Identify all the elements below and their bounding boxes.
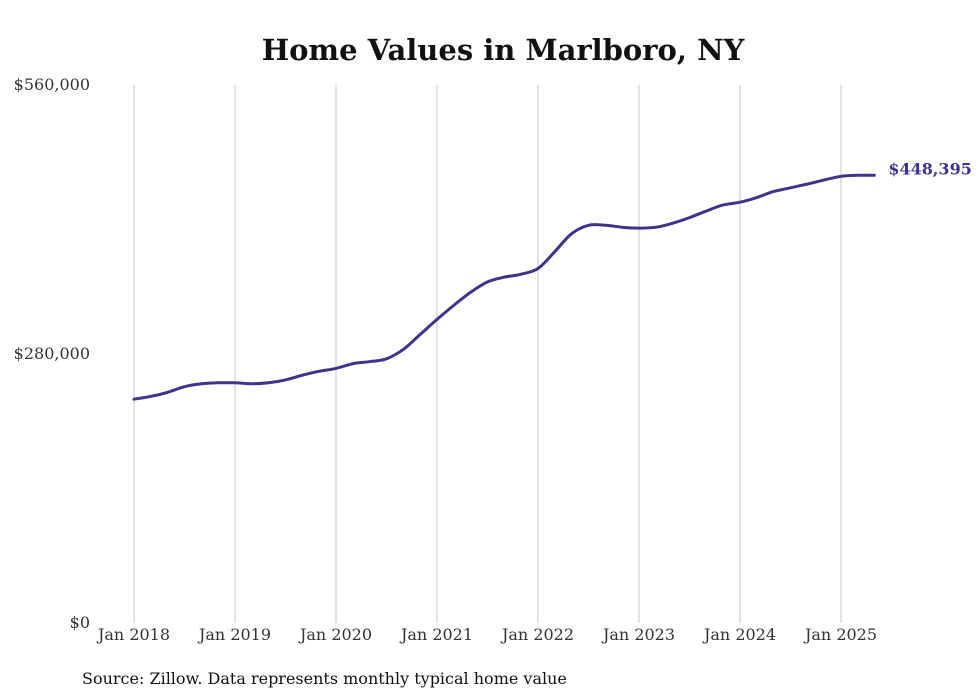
y-tick-label-1: $280,000	[14, 344, 90, 363]
source-note: Source: Zillow. Data represents monthly …	[82, 669, 567, 688]
x-tick-label-0: Jan 2018	[96, 625, 170, 644]
vertical-gridlines	[133, 85, 842, 623]
y-tick-label-2: $560,000	[14, 75, 90, 94]
x-tick-label-1: Jan 2019	[197, 625, 271, 644]
y-tick-label-0: $0	[70, 613, 90, 632]
y-axis-tick-labels: $0 $280,000 $560,000	[14, 75, 90, 632]
x-tick-label-2: Jan 2020	[298, 625, 372, 644]
home-value-line	[132, 173, 876, 401]
x-tick-label-4: Jan 2022	[500, 625, 574, 644]
x-tick-label-3: Jan 2021	[399, 625, 473, 644]
x-tick-label-6: Jan 2024	[702, 625, 776, 644]
chart-title: Home Values in Marlboro, NY	[262, 33, 745, 67]
x-axis-tick-labels: Jan 2018 Jan 2019 Jan 2020 Jan 2021 Jan 2022…	[96, 625, 877, 644]
x-tick-label-5: Jan 2023	[601, 625, 675, 644]
x-tick-label-7: Jan 2025	[803, 625, 877, 644]
series-layer	[132, 173, 876, 401]
end-value-label: $448,395	[888, 159, 972, 178]
